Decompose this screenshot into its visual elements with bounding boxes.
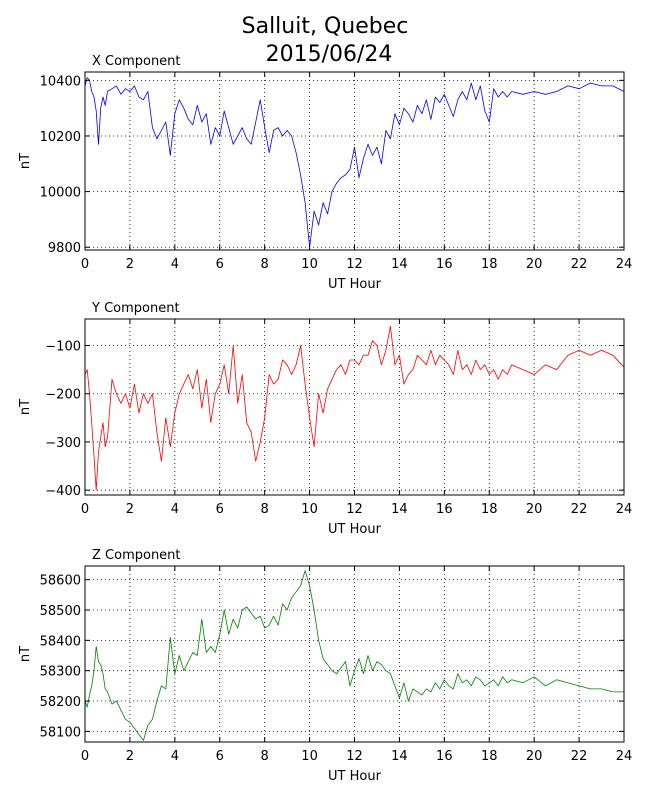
x-tick-label: 10 bbox=[301, 749, 318, 764]
x-tick-label: 4 bbox=[171, 502, 179, 517]
x-tick-label: 16 bbox=[436, 502, 453, 517]
x-tick-label: 12 bbox=[346, 257, 363, 272]
x-tick-label: 2 bbox=[126, 749, 134, 764]
y-tick-label: −300 bbox=[45, 436, 81, 451]
x-tick-label: 18 bbox=[481, 749, 498, 764]
x-tick-label: 20 bbox=[526, 749, 543, 764]
y-tick-label: −100 bbox=[45, 340, 81, 355]
x-tick-label: 24 bbox=[616, 502, 633, 517]
x-tick-label: 22 bbox=[571, 502, 588, 517]
x-tick-label: 0 bbox=[81, 749, 89, 764]
y-axis-label: nT bbox=[18, 399, 33, 415]
plots: 0 2 4 6 8 10 12 14 16 18 20 22 249800100001020010400… bbox=[18, 54, 632, 784]
x-tick-label: 6 bbox=[216, 257, 224, 272]
x-tick-label: 4 bbox=[171, 749, 179, 764]
y-tick-label: 58100 bbox=[40, 725, 81, 740]
x-tick-label: 0 bbox=[81, 502, 89, 517]
x-tick-label: 18 bbox=[481, 502, 498, 517]
x-tick-label: 6 bbox=[216, 502, 224, 517]
y-tick-label: 10200 bbox=[40, 130, 81, 145]
figure-title-line1: Salluit, Quebec bbox=[242, 14, 409, 39]
panel-title: Z Component bbox=[92, 548, 181, 563]
x-tick-label: 2 bbox=[126, 257, 134, 272]
y-axis-label: nT bbox=[18, 646, 33, 662]
x-tick-label: 6 bbox=[216, 749, 224, 764]
x-tick-label: 0 bbox=[81, 257, 89, 272]
y-tick-label: 58600 bbox=[40, 574, 81, 589]
x-tick-label: 4 bbox=[171, 257, 179, 272]
x-tick-label: 10 bbox=[301, 257, 318, 272]
x-tick-label: 22 bbox=[571, 257, 588, 272]
y-tick-label: 9800 bbox=[48, 241, 81, 256]
x-tick-label: 22 bbox=[571, 749, 588, 764]
series-line bbox=[84, 77, 625, 248]
x-tick-label: 8 bbox=[261, 257, 269, 272]
y-tick-label: 58500 bbox=[40, 604, 81, 619]
x-tick-label: 2 bbox=[126, 502, 134, 517]
y-tick-label: −400 bbox=[45, 484, 81, 499]
panel-title: X Component bbox=[92, 54, 181, 69]
x-tick-label: 18 bbox=[481, 257, 498, 272]
x-tick-label: 24 bbox=[616, 749, 633, 764]
x-tick-label: 14 bbox=[391, 257, 408, 272]
x-axis-label: UT Hour bbox=[328, 277, 382, 292]
x-tick-label: 16 bbox=[436, 749, 453, 764]
y-tick-label: −200 bbox=[45, 388, 81, 403]
x-axis-label: UT Hour bbox=[328, 769, 382, 784]
panel-title: Y Component bbox=[91, 301, 180, 316]
y-tick-label: 10000 bbox=[40, 186, 81, 201]
y-tick-label: 58300 bbox=[40, 665, 81, 680]
x-tick-label: 24 bbox=[616, 257, 633, 272]
y-axis-label: nT bbox=[18, 153, 33, 169]
x-tick-label: 12 bbox=[346, 749, 363, 764]
figure-title-line2: 2015/06/24 bbox=[266, 42, 393, 67]
x-tick-label: 8 bbox=[261, 502, 269, 517]
x-axis-label: UT Hour bbox=[328, 522, 382, 537]
x-tick-label: 10 bbox=[301, 502, 318, 517]
x-tick-label: 12 bbox=[346, 502, 363, 517]
chart-z-component: 0 2 4 6 8 10 12 14 16 18 20 22 245810058200583005840… bbox=[18, 548, 632, 784]
y-tick-label: 58200 bbox=[40, 695, 81, 710]
y-tick-label: 10400 bbox=[40, 74, 81, 89]
x-tick-label: 8 bbox=[261, 749, 269, 764]
x-tick-label: 14 bbox=[391, 502, 408, 517]
x-tick-label: 20 bbox=[526, 257, 543, 272]
series-line bbox=[84, 570, 624, 741]
x-tick-label: 14 bbox=[391, 749, 408, 764]
x-tick-label: 16 bbox=[436, 257, 453, 272]
y-tick-label: 58400 bbox=[40, 634, 81, 649]
x-tick-label: 20 bbox=[526, 502, 543, 517]
series-line bbox=[84, 325, 625, 491]
chart-x-component: 0 2 4 6 8 10 12 14 16 18 20 22 249800100001020010400… bbox=[18, 54, 632, 292]
